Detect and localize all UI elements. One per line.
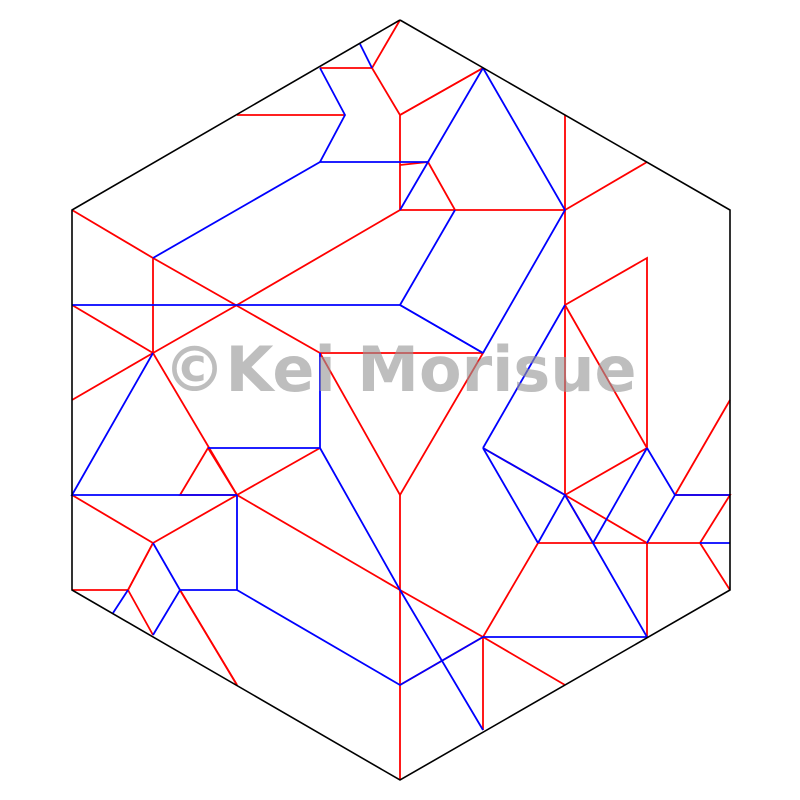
mountain-fold-line-16 (178, 446, 238, 496)
mountain-fold-line-18 (126, 542, 154, 636)
valley-fold-line-16 (236, 494, 649, 687)
mountain-fold-line-21 (152, 352, 238, 496)
mountain-fold-line-7 (564, 161, 648, 211)
valley-fold-line-22 (482, 447, 567, 544)
valley-fold-line-8 (70, 352, 237, 496)
mountain-fold-line-14 (236, 494, 401, 591)
mountain-fold-line-8 (71, 209, 485, 497)
valley-fold-line-13 (112, 589, 129, 614)
mountain-fold-line-32 (675, 494, 732, 544)
valley-fold-line-2 (318, 67, 430, 211)
valley-fold-line-14 (482, 304, 566, 449)
valley-fold-line-20 (592, 447, 648, 544)
mountain-fold-line-5 (399, 161, 565, 211)
valley-fold-line-21 (399, 304, 484, 354)
paper-border (71, 19, 731, 781)
valley-fold-line-7 (399, 209, 456, 306)
valley-fold-line-4 (427, 67, 484, 163)
mountain-fold-line-23 (152, 494, 238, 544)
valley-fold-line-3 (482, 67, 567, 354)
valley-fold-line-1 (359, 43, 373, 69)
valley-fold-line-15 (482, 447, 539, 544)
mountain-fold-line-17 (71, 494, 154, 544)
mountain-fold-line-36 (399, 67, 484, 116)
valley-fold-line-5 (152, 161, 321, 259)
mountain-fold-line-1 (370, 19, 401, 210)
mountain-fold-line-27 (482, 542, 731, 638)
mountain-fold-line-20 (127, 542, 154, 591)
mountain-fold-line-28 (564, 304, 649, 496)
mountain-fold-line-9 (71, 209, 401, 401)
mountain-fold-line-33 (674, 399, 731, 496)
mountain-fold-line-29 (564, 256, 648, 448)
mountain-fold-line-35 (179, 589, 238, 686)
mountain-fold-line-15 (236, 447, 321, 496)
valley-fold-line-9 (208, 353, 321, 449)
mountain-fold-line-11 (71, 304, 154, 354)
valley-fold-line-10 (319, 447, 484, 731)
valley-fold-line-12 (152, 542, 181, 591)
valley-fold-line-17 (646, 447, 677, 544)
valley-fold-line-11 (152, 495, 238, 636)
